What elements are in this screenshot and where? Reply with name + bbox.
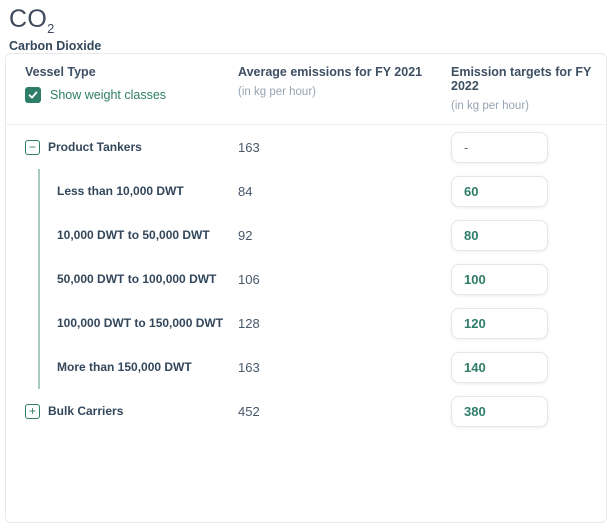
emission-target-input[interactable] xyxy=(451,395,548,427)
avg-emissions-header: Average emissions for FY 2021 xyxy=(238,65,423,79)
emission-target-input[interactable] xyxy=(451,351,548,383)
vessel-type-header: Vessel Type xyxy=(25,65,96,79)
avg-emissions-header-cell: Average emissions for FY 2021 (in kg per… xyxy=(238,65,451,98)
table-row-weight-class: 100,000 DWT to 150,000 DWT 128 xyxy=(6,301,606,345)
avg-emissions-unit: (in kg per hour) xyxy=(238,86,316,98)
row-label: 10,000 DWT to 50,000 DWT xyxy=(57,228,210,242)
emission-target-input[interactable] xyxy=(451,131,548,163)
avg-emissions-value: 163 xyxy=(238,359,260,375)
expand-toggle[interactable]: + xyxy=(25,403,40,419)
table-row-product-tankers: − Product Tankers 163 xyxy=(6,125,606,169)
avg-emissions-value: 106 xyxy=(238,271,260,287)
table-row-weight-class: More than 150,000 DWT 163 xyxy=(6,345,606,389)
emission-target-input[interactable] xyxy=(451,175,548,207)
table-row-weight-class: 50,000 DWT to 100,000 DWT 106 xyxy=(6,257,606,301)
emissions-table-card: Vessel Type Show weight classes Average … xyxy=(5,53,607,523)
row-label: 50,000 DWT to 100,000 DWT xyxy=(57,272,217,286)
table-row-weight-class: 10,000 DWT to 50,000 DWT 92 xyxy=(6,213,606,257)
targets-header: Emission targets for FY 2022 xyxy=(451,65,592,93)
avg-emissions-value: 452 xyxy=(238,403,260,419)
avg-emissions-value: 163 xyxy=(238,139,260,155)
table-header: Vessel Type Show weight classes Average … xyxy=(6,54,606,124)
show-weight-classes-label: Show weight classes xyxy=(50,88,167,102)
avg-emissions-value: 128 xyxy=(238,315,260,331)
gas-name: Carbon Dioxide xyxy=(9,39,102,53)
table-row-bulk-carriers: + Bulk Carriers 452 xyxy=(6,389,606,433)
row-label: Less than 10,000 DWT xyxy=(57,184,184,198)
avg-emissions-value: 84 xyxy=(238,183,253,199)
row-label: Bulk Carriers xyxy=(48,404,124,418)
targets-unit: (in kg per hour) xyxy=(451,100,529,112)
row-label: More than 150,000 DWT xyxy=(57,360,192,374)
emission-target-input[interactable] xyxy=(451,219,548,251)
collapse-toggle[interactable]: − xyxy=(25,139,40,155)
avg-emissions-value: 92 xyxy=(238,227,253,243)
check-icon xyxy=(28,91,38,99)
show-weight-classes-checkbox[interactable] xyxy=(25,87,41,103)
row-label: 100,000 DWT to 150,000 DWT xyxy=(57,316,224,330)
header-separator xyxy=(6,124,606,125)
table-row-weight-class: Less than 10,000 DWT 84 xyxy=(6,169,606,213)
gas-symbol: CO2 xyxy=(9,5,55,36)
emission-target-input[interactable] xyxy=(451,263,548,295)
emission-target-input[interactable] xyxy=(451,307,548,339)
row-label: Product Tankers xyxy=(48,140,142,154)
gas-symbol-subscript: 2 xyxy=(47,21,55,36)
plus-icon: + xyxy=(28,404,36,418)
minus-icon: − xyxy=(28,140,36,154)
vessel-type-header-cell: Vessel Type Show weight classes xyxy=(25,65,238,103)
page-title: CO2 Carbon Dioxide xyxy=(9,5,101,53)
show-weight-classes-toggle[interactable]: Show weight classes xyxy=(25,87,238,103)
targets-header-cell: Emission targets for FY 2022 (in kg per … xyxy=(451,65,606,112)
